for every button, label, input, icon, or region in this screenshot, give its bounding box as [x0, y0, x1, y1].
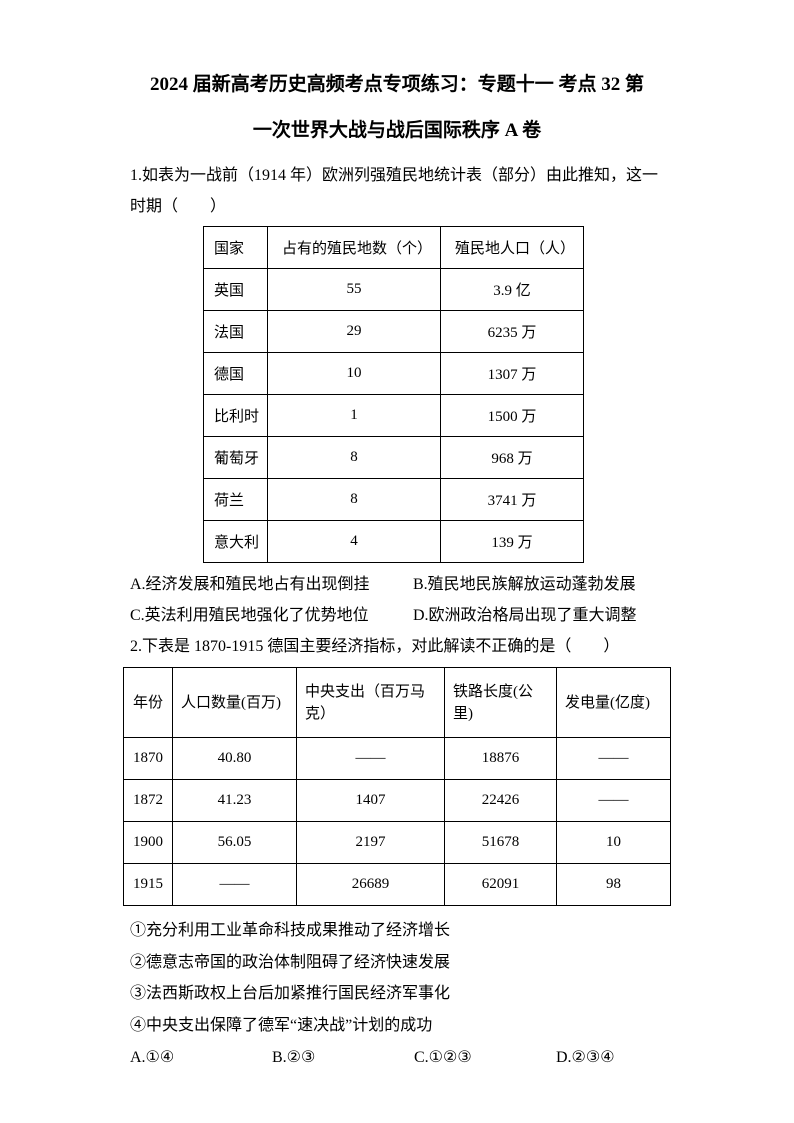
population-cell: 968 万 [440, 436, 584, 479]
population-cell: 40.80 [172, 737, 297, 780]
population-cell: 56.05 [172, 821, 297, 864]
railway-cell: 51678 [444, 821, 557, 864]
table-row: 比利时 1 1500 万 [203, 394, 584, 437]
header-cell: 人口数量(百万) [172, 667, 297, 738]
statement-2: ②德意志帝国的政治体制阻碍了经济快速发展 [130, 953, 451, 971]
colony-count-cell: 4 [267, 520, 441, 563]
table-row: 荷兰 8 3741 万 [203, 478, 584, 521]
spending-cell: 26689 [296, 863, 445, 906]
table-row: 1872 41.23 1407 22426 —— [123, 779, 671, 822]
title-line-2: 一次世界大战与战后国际秩序 A 卷 [252, 120, 542, 141]
table-row: 葡萄牙 8 968 万 [203, 436, 584, 479]
year-cell: 1870 [123, 737, 173, 780]
question-2-options-row: A.①④ B.②③ C.①②③ D.②③④ [130, 1042, 690, 1073]
question-2-text: 2.下表是 1870-1915 德国主要经济指标，对此解读不正确的是（ ） [130, 638, 620, 655]
table-row: 1870 40.80 —— 18876 —— [123, 737, 671, 780]
header-cell: 殖民地人口（人） [440, 226, 584, 269]
table-row: 1900 56.05 2197 51678 10 [123, 821, 671, 864]
table-header-row: 国家 占有的殖民地数（个） 殖民地人口（人） [203, 226, 584, 269]
header-cell: 占有的殖民地数（个） [267, 226, 441, 269]
population-cell: 3.9 亿 [440, 268, 584, 311]
document-title: 2024 届新高考历史高频考点专项练习：专题十一 考点 32 第 一次世界大战与… [0, 0, 794, 154]
country-cell: 意大利 [203, 520, 268, 563]
electricity-cell: —— [556, 737, 671, 780]
railway-cell: 22426 [444, 779, 557, 822]
header-cell: 铁路长度(公里) [444, 667, 557, 738]
population-cell: 3741 万 [440, 478, 584, 521]
population-cell: 1500 万 [440, 394, 584, 437]
question-1-options-row-1: A.经济发展和殖民地占有出现倒挂 B.殖民地民族解放运动蓬勃发展 [130, 569, 690, 600]
option-a: A.经济发展和殖民地占有出现倒挂 [130, 576, 370, 593]
option-c: C.英法利用殖民地强化了优势地位 [130, 607, 369, 624]
table-row: 1915 —— 26689 62091 98 [123, 863, 671, 906]
table-header-row: 年份 人口数量(百万) 中央支出（百万马克） 铁路长度(公里) 发电量(亿度) [123, 667, 671, 738]
question-2-statements: ①充分利用工业革命科技成果推动了经济增长 ②德意志帝国的政治体制阻碍了经济快速发… [130, 915, 690, 1041]
country-cell: 葡萄牙 [203, 436, 268, 479]
railway-cell: 18876 [444, 737, 557, 780]
spending-cell: —— [296, 737, 445, 780]
colony-count-cell: 10 [267, 352, 441, 395]
option-d: D.欧洲政治格局出现了重大调整 [413, 607, 637, 624]
question-1-options-row-2: C.英法利用殖民地强化了优势地位 D.欧洲政治格局出现了重大调整 [130, 600, 690, 631]
header-cell: 发电量(亿度) [556, 667, 671, 738]
country-cell: 英国 [203, 268, 268, 311]
population-cell: 41.23 [172, 779, 297, 822]
colony-count-cell: 29 [267, 310, 441, 353]
population-cell: 139 万 [440, 520, 584, 563]
colony-count-cell: 8 [267, 478, 441, 521]
colony-count-cell: 1 [267, 394, 441, 437]
country-cell: 比利时 [203, 394, 268, 437]
population-cell: 6235 万 [440, 310, 584, 353]
question-1-text: 1.如表为一战前（1914 年）欧洲列强殖民地统计表（部分）由此推知，这一 时期… [130, 160, 690, 222]
table-row: 德国 10 1307 万 [203, 352, 584, 395]
country-cell: 荷兰 [203, 478, 268, 521]
year-cell: 1900 [123, 821, 173, 864]
option-d: D.②③④ [556, 1049, 615, 1066]
statement-1: ①充分利用工业革命科技成果推动了经济增长 [130, 922, 451, 939]
question-1-line-1: 1.如表为一战前（1914 年）欧洲列强殖民地统计表（部分）由此推知，这一 [130, 167, 659, 184]
year-cell: 1872 [123, 779, 173, 822]
country-cell: 法国 [203, 310, 268, 353]
spending-cell: 2197 [296, 821, 445, 864]
railway-cell: 62091 [444, 863, 557, 906]
header-cell: 国家 [203, 226, 268, 269]
option-c: C.①②③ [414, 1049, 472, 1066]
year-cell: 1915 [123, 863, 173, 906]
statement-3: ③法西斯政权上台后加紧推行国民经济军事化 [130, 985, 451, 1002]
electricity-cell: 10 [556, 821, 671, 864]
population-cell: —— [172, 863, 297, 906]
option-b: B.殖民地民族解放运动蓬勃发展 [413, 576, 636, 593]
header-cell: 年份 [123, 667, 173, 738]
colony-count-cell: 55 [267, 268, 441, 311]
population-cell: 1307 万 [440, 352, 584, 395]
header-cell: 中央支出（百万马克） [296, 667, 445, 738]
table-row: 意大利 4 139 万 [203, 520, 584, 563]
option-b: B.②③ [272, 1049, 316, 1066]
question-1-line-2: 时期（ ） [130, 198, 227, 215]
table-row: 法国 29 6235 万 [203, 310, 584, 353]
colony-count-cell: 8 [267, 436, 441, 479]
statement-4: ④中央支出保障了德军“速决战”计划的成功 [130, 1016, 433, 1034]
electricity-cell: 98 [556, 863, 671, 906]
spending-cell: 1407 [296, 779, 445, 822]
colonial-statistics-table: 国家 占有的殖民地数（个） 殖民地人口（人） 英国 55 3.9 亿 法国 29… [203, 226, 584, 563]
table-row: 英国 55 3.9 亿 [203, 268, 584, 311]
country-cell: 德国 [203, 352, 268, 395]
german-economy-table: 年份 人口数量(百万) 中央支出（百万马克） 铁路长度(公里) 发电量(亿度) … [123, 667, 671, 906]
option-a: A.①④ [130, 1049, 175, 1066]
electricity-cell: —— [556, 779, 671, 822]
title-line-1: 2024 届新高考历史高频考点专项练习：专题十一 考点 32 第 [149, 74, 644, 95]
